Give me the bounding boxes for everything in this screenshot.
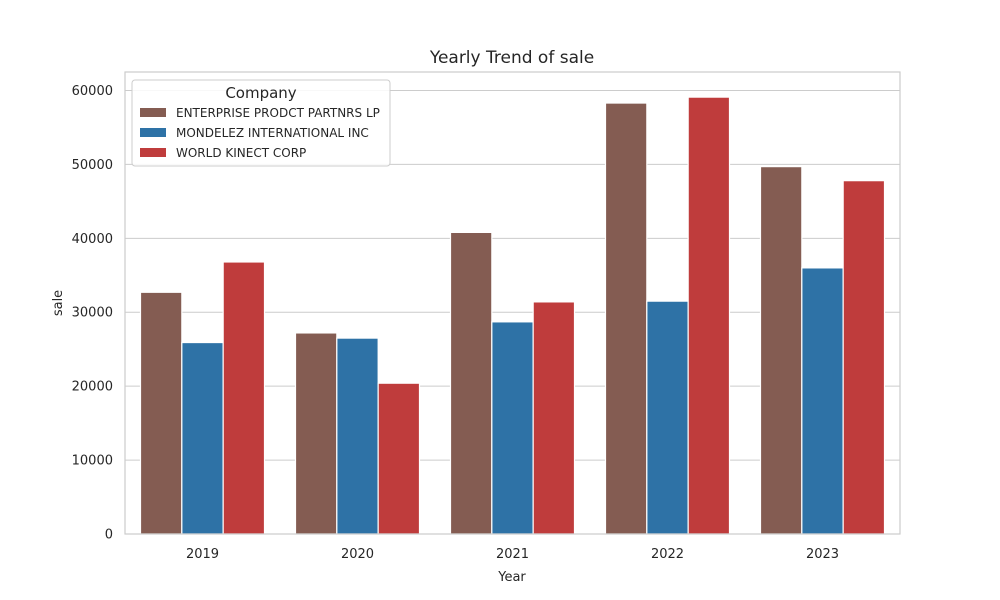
legend-title: Company bbox=[225, 84, 296, 102]
y-tick-label: 30000 bbox=[72, 306, 113, 321]
bar bbox=[181, 341, 224, 535]
bar bbox=[139, 291, 183, 535]
bar bbox=[294, 332, 338, 535]
y-axis-label: sale bbox=[51, 290, 66, 316]
chart-title: Yearly Trend of sale bbox=[429, 48, 594, 68]
legend-swatch bbox=[140, 108, 166, 117]
legend-items: ENTERPRISE PRODCT PARTNRS LP MONDELEZ INT… bbox=[140, 106, 380, 160]
bar bbox=[801, 267, 844, 535]
x-axis-label: Year bbox=[497, 570, 526, 585]
bars bbox=[139, 96, 886, 535]
x-tick-label: 2022 bbox=[651, 547, 684, 562]
bar bbox=[336, 337, 379, 535]
y-tick-label: 50000 bbox=[72, 158, 113, 173]
bar bbox=[222, 261, 266, 535]
bar bbox=[532, 301, 576, 535]
y-tick-label: 10000 bbox=[72, 454, 113, 469]
y-axis-ticks: 0 10000 20000 30000 40000 50000 60000 bbox=[72, 84, 113, 543]
y-tick-label: 0 bbox=[105, 528, 113, 543]
plot-frame bbox=[124, 71, 901, 535]
y-tick-label: 20000 bbox=[72, 380, 113, 395]
legend-label: MONDELEZ INTERNATIONAL INC bbox=[176, 126, 369, 140]
bar bbox=[842, 180, 886, 535]
bar bbox=[377, 382, 421, 535]
bar bbox=[604, 102, 648, 535]
x-tick-label: 2023 bbox=[806, 547, 839, 562]
x-tick-label: 2021 bbox=[496, 547, 529, 562]
legend-label: WORLD KINECT CORP bbox=[176, 146, 306, 160]
x-tick-label: 2019 bbox=[186, 547, 219, 562]
bar bbox=[759, 166, 803, 535]
bar bbox=[449, 231, 493, 535]
legend-label: ENTERPRISE PRODCT PARTNRS LP bbox=[176, 106, 380, 120]
bar bbox=[646, 300, 689, 535]
x-tick-label: 2020 bbox=[341, 547, 374, 562]
legend-box bbox=[131, 79, 391, 167]
bar bbox=[687, 96, 731, 535]
legend: Company ENTERPRISE PRODCT PARTNRS LP MOND… bbox=[131, 79, 391, 167]
legend-swatch bbox=[140, 148, 166, 157]
x-axis-ticks: 2019 2020 2021 2022 2023 bbox=[186, 547, 839, 562]
bar bbox=[491, 321, 534, 535]
y-tick-label: 60000 bbox=[72, 84, 113, 99]
legend-swatch bbox=[140, 128, 166, 137]
y-tick-label: 40000 bbox=[72, 232, 113, 247]
